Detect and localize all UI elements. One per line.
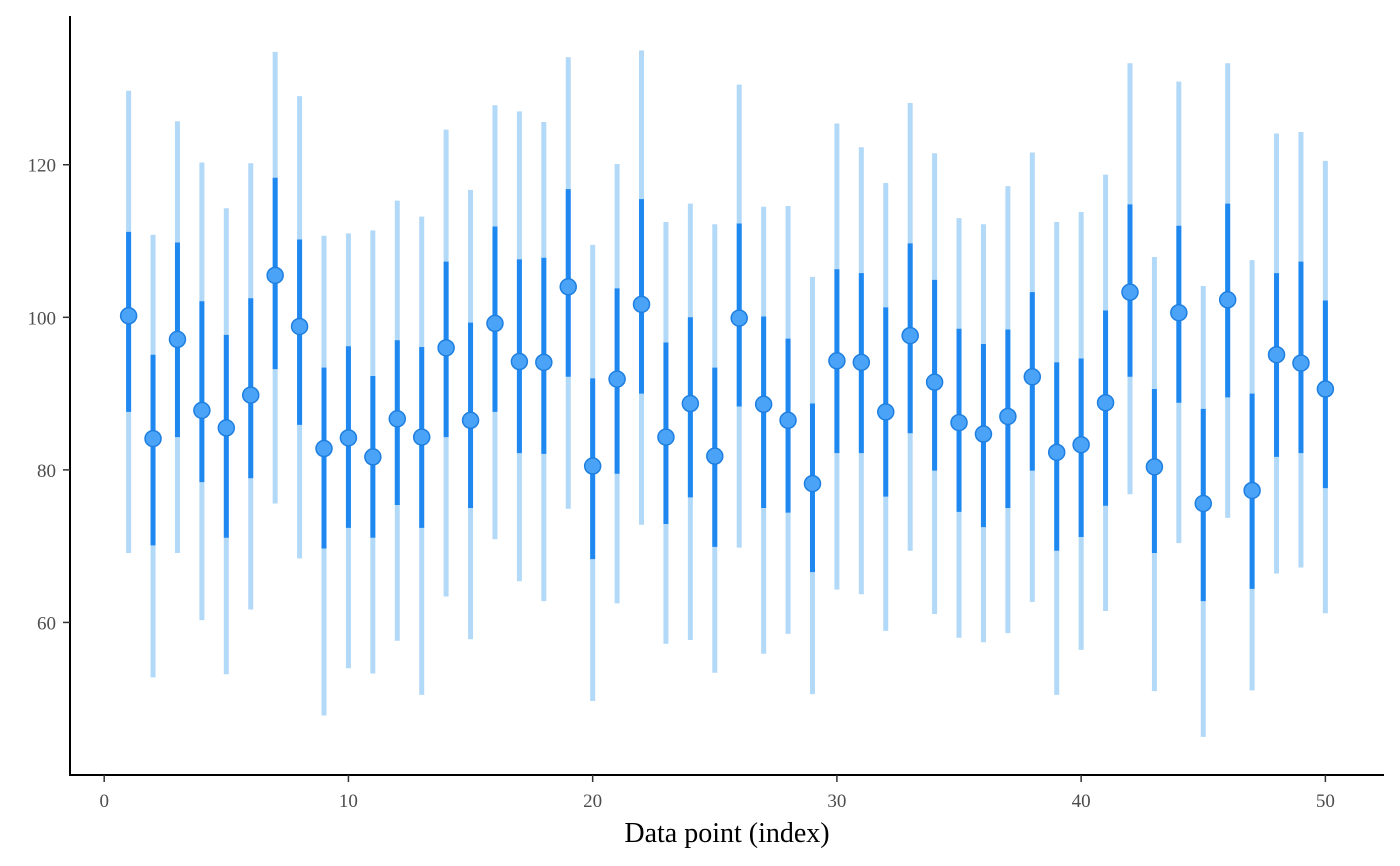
y-axis-ticks: 60 80 100 120 [28, 156, 70, 634]
data-point-50 [1316, 380, 1335, 398]
outer-interval-layer [126, 50, 1328, 737]
data-point-23 [657, 428, 675, 446]
data-point-26 [730, 309, 748, 327]
inner-interval-layer [126, 177, 1328, 602]
data-point-8 [290, 317, 309, 336]
data-point-38 [1023, 368, 1042, 386]
data-point-9 [315, 439, 333, 458]
data-point-13 [412, 428, 431, 446]
data-point-12 [388, 410, 407, 428]
data-point-21 [608, 370, 626, 388]
data-point-17 [510, 352, 529, 371]
data-point-18 [535, 353, 553, 372]
data-point-10 [339, 429, 358, 447]
data-point-4 [193, 401, 211, 420]
x-tick-label: 0 [99, 791, 109, 812]
data-point-43 [1145, 458, 1164, 476]
data-point-7 [266, 266, 284, 285]
data-point-31 [852, 353, 871, 372]
data-point-40 [1072, 435, 1090, 454]
data-point-24 [681, 394, 700, 413]
y-tick-label: 100 [28, 308, 57, 329]
x-axis-ticks: 0 10 20 30 40 50 [99, 775, 1335, 812]
data-point-20 [583, 457, 602, 475]
data-point-33 [901, 326, 919, 345]
data-point-29 [803, 474, 822, 493]
data-point-15 [461, 411, 480, 430]
data-point-32 [877, 403, 895, 421]
data-point-49 [1292, 354, 1310, 372]
data-point-22 [632, 295, 651, 314]
data-point-14 [437, 339, 455, 357]
data-point-1 [119, 307, 138, 325]
y-tick-label: 120 [28, 156, 57, 177]
data-point-44 [1170, 303, 1188, 322]
data-point-47 [1243, 481, 1261, 500]
data-point-5 [217, 419, 236, 437]
data-point-3 [168, 330, 187, 349]
data-point-39 [1047, 443, 1066, 462]
data-point-2 [144, 429, 162, 448]
data-point-35 [950, 413, 968, 432]
data-point-46 [1218, 291, 1237, 309]
data-point-34 [925, 373, 944, 391]
y-tick-label: 80 [37, 461, 56, 482]
data-point-16 [486, 314, 504, 333]
data-point-48 [1267, 345, 1286, 364]
data-point-25 [706, 447, 724, 465]
data-point-6 [241, 386, 260, 404]
x-axis-title: Data point (index) [624, 818, 829, 849]
data-point-42 [1121, 283, 1139, 301]
data-point-37 [999, 407, 1017, 426]
data-point-19 [559, 278, 577, 296]
y-tick-label: 60 [37, 613, 56, 634]
data-point-45 [1194, 494, 1213, 513]
data-point-11 [364, 448, 382, 466]
data-point-36 [974, 425, 993, 443]
x-tick-label: 20 [583, 791, 602, 812]
x-tick-label: 10 [339, 791, 358, 812]
data-point-27 [754, 395, 773, 414]
data-point-30 [828, 352, 846, 370]
x-tick-label: 40 [1072, 791, 1091, 812]
point-layer [119, 266, 1335, 513]
x-tick-label: 30 [827, 791, 846, 812]
data-point-28 [779, 411, 797, 430]
x-tick-label: 50 [1316, 791, 1335, 812]
data-point-41 [1096, 393, 1115, 412]
